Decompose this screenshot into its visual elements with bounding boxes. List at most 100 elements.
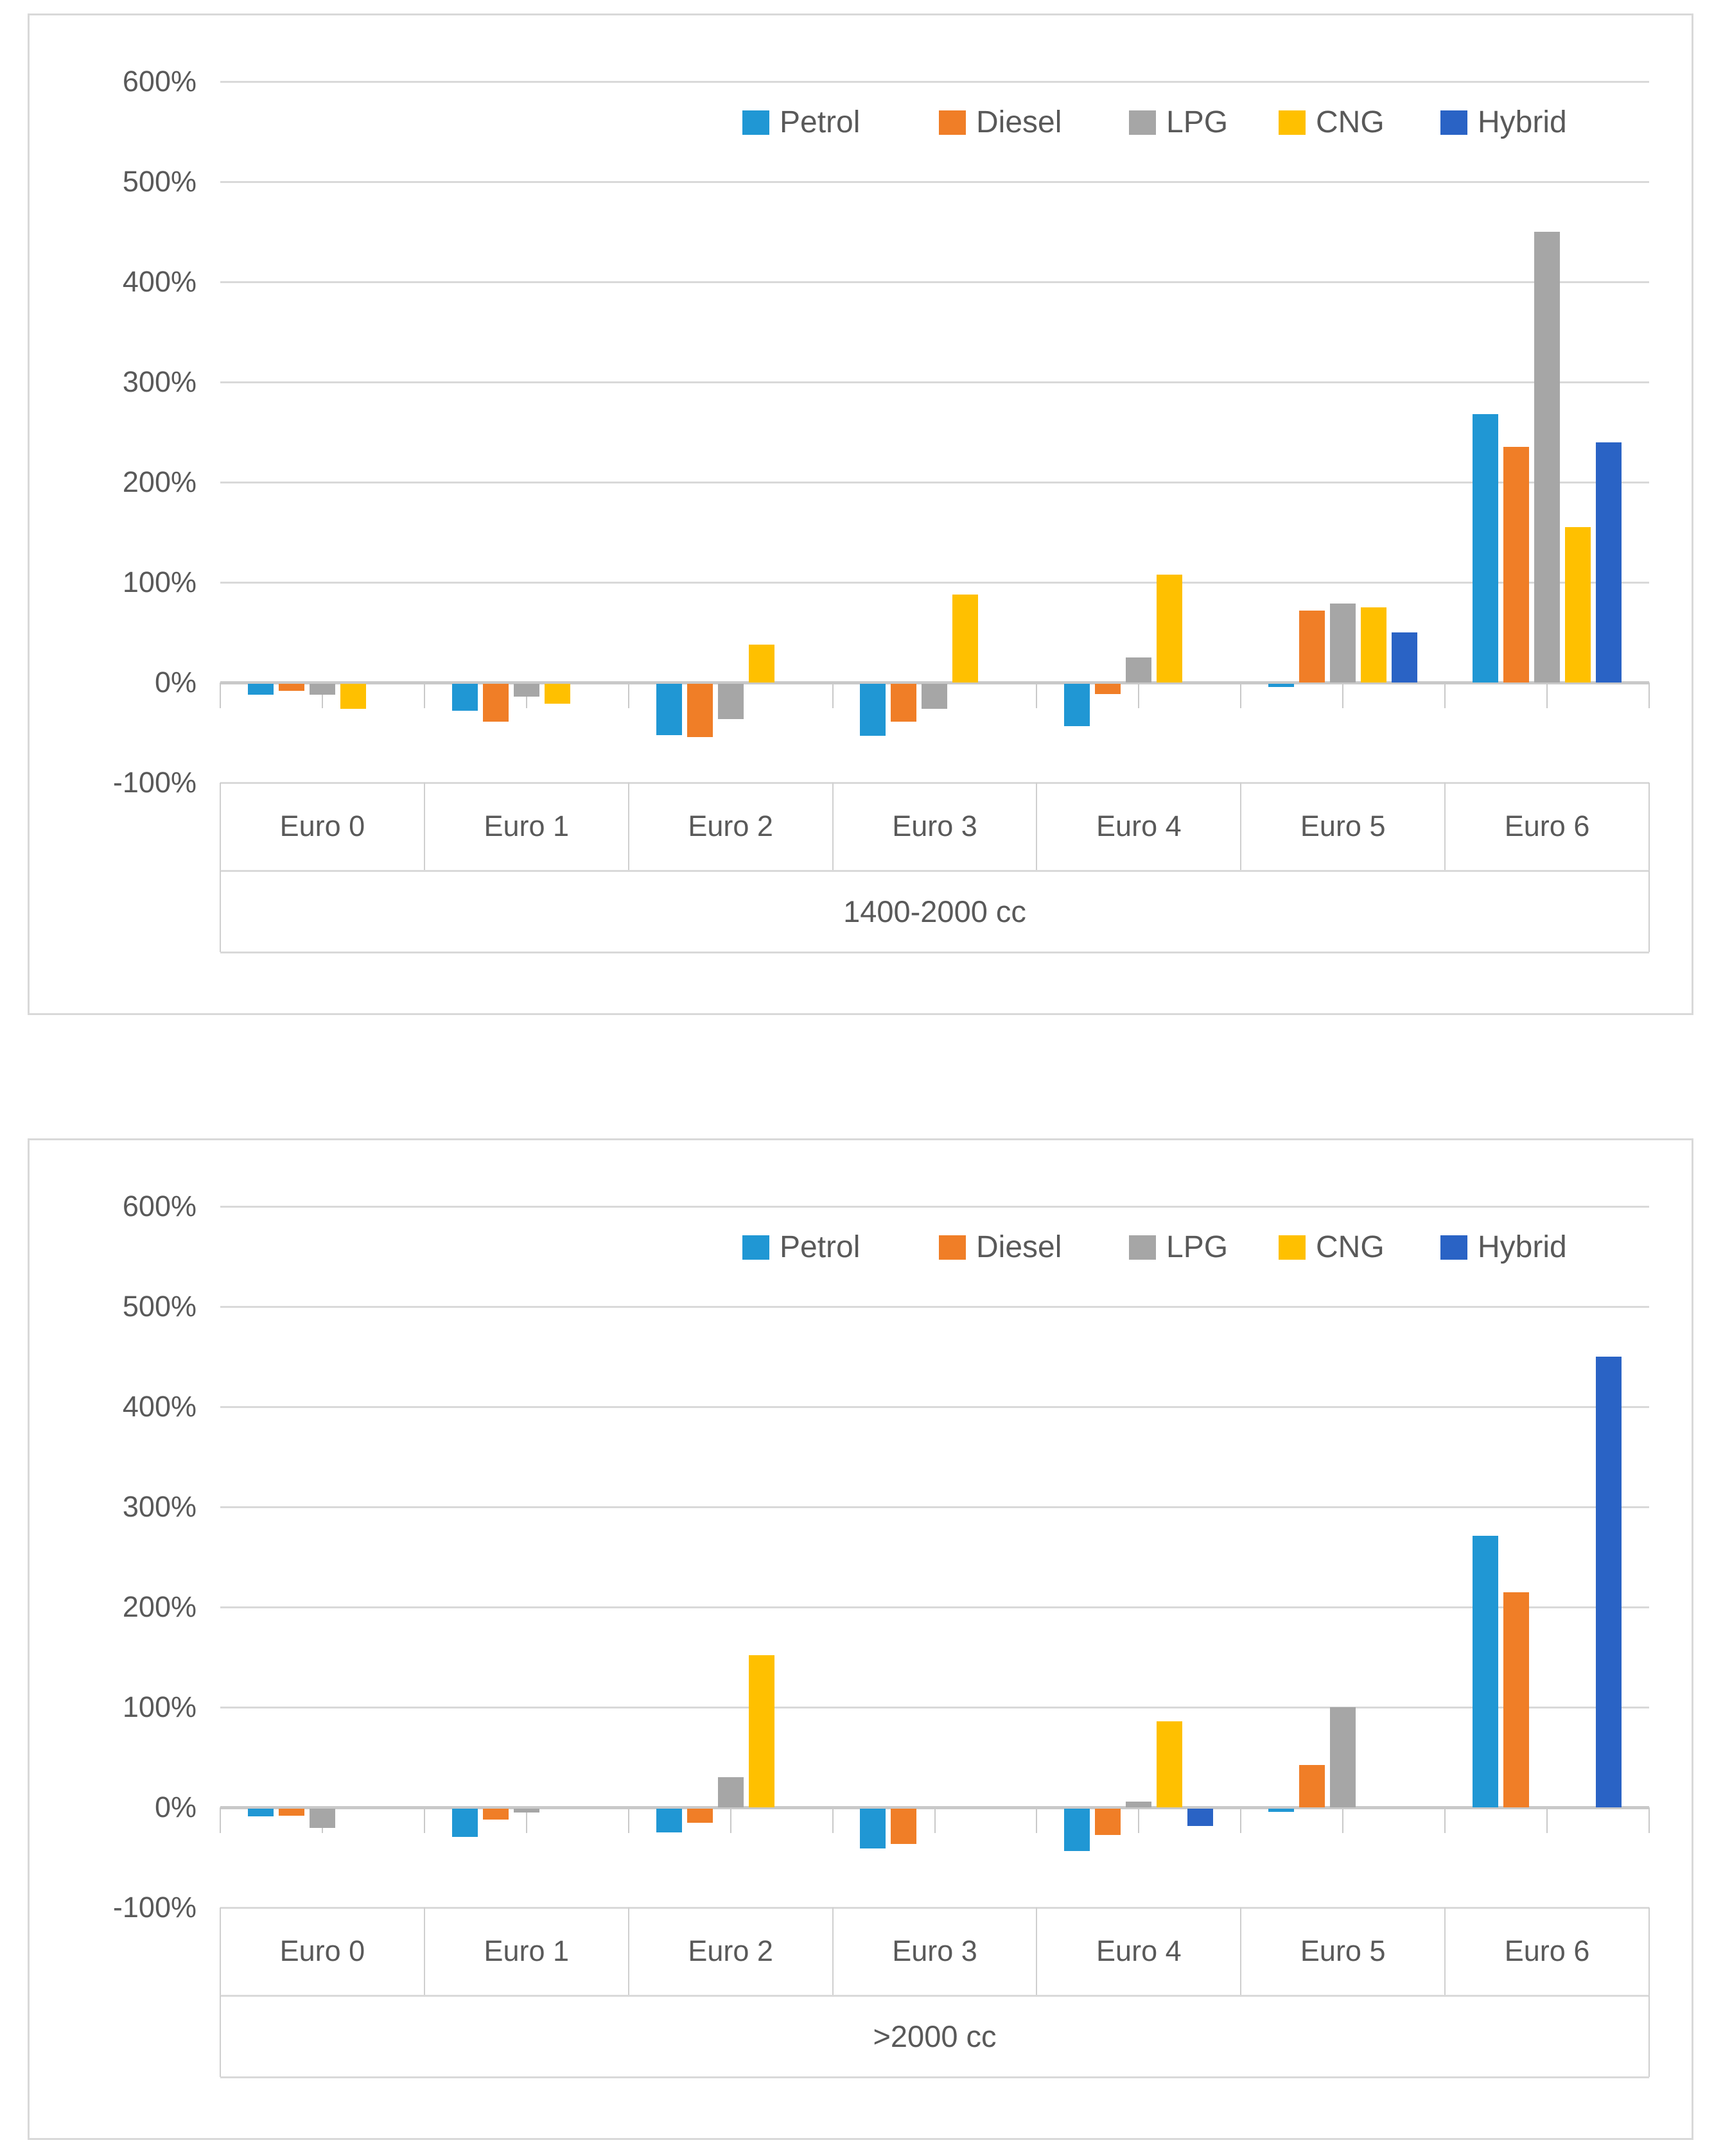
bar-petrol-euro-6	[1473, 414, 1498, 682]
legend-item-cng: CNG	[1279, 103, 1471, 144]
category-label: Euro 5	[1300, 810, 1386, 842]
legend-item-petrol: Petrol	[742, 103, 935, 144]
y-axis-tick-label: 500%	[122, 165, 197, 198]
bar-lpg-euro-2	[718, 684, 744, 719]
gridline	[220, 482, 1649, 483]
bar-hybrid-euro-4	[1187, 1809, 1213, 1826]
axis-tickmark	[1138, 682, 1140, 708]
legend-item-diesel: Diesel	[939, 1228, 1132, 1269]
category-label: Euro 1	[484, 1934, 570, 1967]
bar-petrol-euro-0	[248, 1809, 274, 1816]
bar-lpg-euro-1	[514, 684, 539, 697]
group-label: 1400-2000 cc	[843, 894, 1026, 928]
y-axis-tick-label: 400%	[122, 265, 197, 298]
legend-marker-lpg	[1129, 1235, 1156, 1260]
y-axis-tick-label: 0%	[154, 666, 197, 699]
category-label: Euro 2	[688, 810, 773, 842]
bar-lpg-euro-5	[1330, 604, 1356, 682]
bar-petrol-euro-2	[656, 1809, 682, 1832]
category-label: Euro 4	[1096, 1934, 1182, 1967]
bar-diesel-euro-0	[279, 684, 304, 691]
axis-tickmark	[1342, 1807, 1344, 1833]
legend-label: LPG	[1166, 105, 1229, 139]
legend-label: CNG	[1316, 1230, 1385, 1264]
bar-cng-euro-5	[1361, 607, 1386, 682]
y-axis-tick-label: -100%	[112, 1891, 197, 1924]
group-row-right-border	[1648, 1995, 1650, 2077]
bar-petrol-euro-6	[1473, 1536, 1498, 1807]
category-label: Euro 3	[892, 1934, 977, 1967]
bar-lpg-euro-6	[1534, 232, 1560, 682]
axis-tickmark	[1240, 682, 1242, 708]
axis-tickmark	[832, 682, 834, 708]
legend-item-lpg: LPG	[1129, 103, 1322, 144]
axis-tickmark	[423, 1807, 425, 1833]
chart-over-2000cc: >2000 cc 600% 500% 400% 300% 200% 100% 0% -100%…	[28, 1138, 1693, 2140]
legend-label: Hybrid	[1478, 105, 1567, 139]
gridline	[220, 1406, 1649, 1408]
group-row-left-border	[220, 871, 221, 952]
legend-label: LPG	[1166, 1230, 1229, 1264]
legend-marker-petrol	[742, 1235, 769, 1260]
y-axis-tick-label: 100%	[122, 566, 197, 598]
y-axis-tick-label: 200%	[122, 1590, 197, 1623]
chart-1400-2000cc: 1400-2000 cc 600% 500% 400% 300% 200% 100% 0% -…	[28, 13, 1693, 1015]
bar-petrol-euro-3	[860, 684, 886, 736]
axis-tickmark	[1444, 1807, 1446, 1833]
legend-item-diesel: Diesel	[939, 103, 1132, 144]
axis-tickmark	[423, 682, 425, 708]
category-label: Euro 1	[484, 810, 570, 842]
bar-lpg-euro-4	[1126, 657, 1151, 682]
legend-label: Hybrid	[1478, 1230, 1567, 1264]
category-divider	[627, 1908, 629, 1995]
axis-tickmark	[321, 682, 323, 708]
bar-cng-euro-4	[1157, 575, 1182, 682]
x-axis-line	[220, 1806, 1649, 1809]
category-divider	[423, 1908, 425, 1995]
bar-diesel-euro-1	[483, 684, 509, 722]
gridline	[220, 381, 1649, 383]
bar-cng-euro-3	[952, 595, 978, 682]
legend-label: Diesel	[976, 1230, 1062, 1264]
bar-cng-euro-6	[1565, 527, 1591, 682]
axis-tickmark	[1240, 1807, 1242, 1833]
bar-cng-euro-2	[749, 1655, 774, 1807]
axis-tickmark	[627, 682, 629, 708]
gridline	[220, 1606, 1649, 1608]
gridline	[220, 1306, 1649, 1308]
group-row-right-border	[1648, 871, 1650, 952]
axis-tickmark	[1036, 1807, 1038, 1833]
gridline	[220, 281, 1649, 283]
bar-petrol-euro-2	[656, 684, 682, 735]
axis-tickmark	[832, 1807, 834, 1833]
legend-item-hybrid: Hybrid	[1440, 1228, 1633, 1269]
bar-diesel-euro-1	[483, 1809, 509, 1820]
category-divider	[220, 1908, 221, 1995]
axis-tickmark	[1036, 682, 1038, 708]
category-divider	[832, 1908, 834, 1995]
category-divider	[1444, 1908, 1446, 1995]
y-axis-tick-label: 0%	[154, 1791, 197, 1823]
legend-item-lpg: LPG	[1129, 1228, 1322, 1269]
bar-diesel-euro-6	[1503, 447, 1529, 682]
category-label: Euro 5	[1300, 1934, 1386, 1967]
legend-marker-petrol	[742, 110, 769, 135]
category-divider	[1036, 783, 1038, 871]
bar-cng-euro-1	[545, 684, 570, 704]
category-label: Euro 2	[688, 1934, 773, 1967]
bar-diesel-euro-3	[891, 1809, 916, 1844]
y-axis-tick-label: 300%	[122, 365, 197, 398]
axis-tickmark	[1648, 682, 1650, 708]
bar-petrol-euro-4	[1064, 684, 1090, 726]
category-label: Euro 0	[279, 1934, 365, 1967]
category-row-border	[220, 1995, 1649, 1997]
bar-petrol-euro-1	[452, 1809, 478, 1837]
axis-tickmark	[730, 1807, 731, 1833]
legend-marker-hybrid	[1440, 110, 1467, 135]
category-row-border	[220, 870, 1649, 872]
legend-marker-hybrid	[1440, 1235, 1467, 1260]
bar-diesel-euro-5	[1299, 1765, 1325, 1807]
legend-marker-diesel	[939, 110, 966, 135]
category-divider	[1648, 1908, 1650, 1995]
